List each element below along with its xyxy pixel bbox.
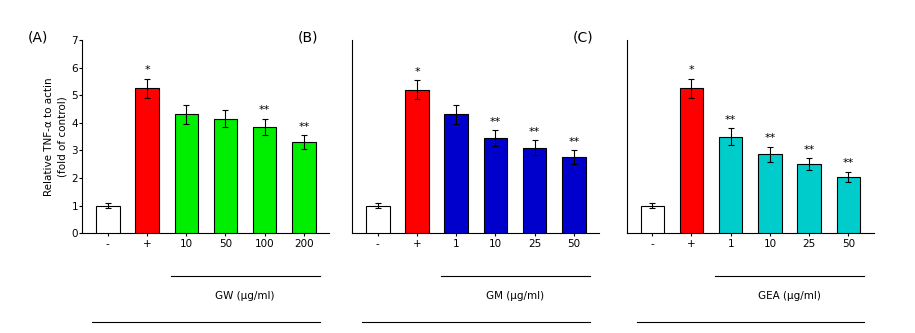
Text: **: ** <box>568 137 579 147</box>
Text: GM (μg/ml): GM (μg/ml) <box>486 291 544 301</box>
Text: **: ** <box>490 117 501 127</box>
Bar <box>292 142 316 233</box>
Text: GW (μg/ml): GW (μg/ml) <box>215 291 274 301</box>
Bar <box>445 115 468 233</box>
Text: **: ** <box>764 134 776 144</box>
Text: **: ** <box>529 127 540 137</box>
Text: *: * <box>145 65 150 75</box>
Text: GEA (μg/ml): GEA (μg/ml) <box>758 291 821 301</box>
Bar <box>759 155 781 233</box>
Bar <box>175 115 198 233</box>
Text: (C): (C) <box>573 30 593 44</box>
Bar <box>640 205 664 233</box>
Bar <box>96 205 120 233</box>
Bar <box>484 138 507 233</box>
Text: **: ** <box>298 122 309 132</box>
Y-axis label: Relative TNF-α to actin
(fold of control): Relative TNF-α to actin (fold of control… <box>44 77 68 196</box>
Bar <box>366 205 390 233</box>
Text: (B): (B) <box>298 30 318 44</box>
Bar <box>680 88 704 233</box>
Bar <box>405 90 429 233</box>
Text: **: ** <box>843 158 854 168</box>
Bar <box>562 157 586 233</box>
Bar <box>522 148 546 233</box>
Bar <box>836 176 860 233</box>
Text: *: * <box>689 65 694 75</box>
Text: *: * <box>414 67 420 77</box>
Bar <box>719 137 742 233</box>
Text: **: ** <box>725 115 737 125</box>
Text: (A): (A) <box>28 30 48 44</box>
Text: **: ** <box>803 145 814 155</box>
Bar <box>797 164 821 233</box>
Bar <box>135 88 159 233</box>
Bar <box>214 119 237 233</box>
Bar <box>253 127 276 233</box>
Text: **: ** <box>259 105 270 115</box>
